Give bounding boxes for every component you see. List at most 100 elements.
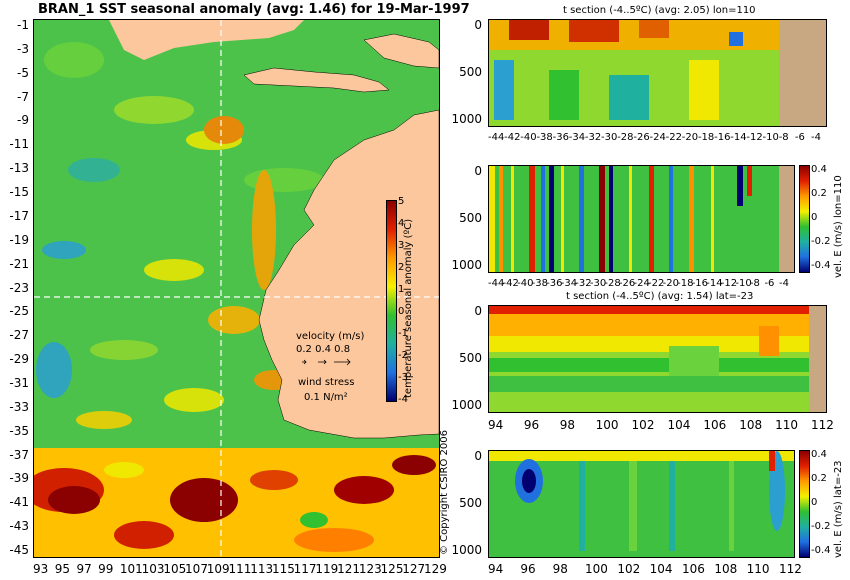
map-y-tick-label: -1 bbox=[17, 18, 29, 32]
section-y-tick-label: 1000 bbox=[451, 258, 482, 272]
sst-colorbar-tick-label: 3 bbox=[398, 240, 405, 251]
section-x-tick-label: -36 bbox=[546, 278, 563, 289]
map-y-tick-label: -9 bbox=[17, 113, 29, 128]
section-x-tick-label: 112 bbox=[811, 418, 834, 432]
map-x-tick-label: 103 bbox=[141, 562, 165, 576]
section-x-tick-label: -10 bbox=[762, 132, 779, 143]
section-y-tick-label: 500 bbox=[459, 65, 482, 79]
main-title: BRAN_1 SST seasonal anomaly (avg: 1.46) … bbox=[38, 2, 470, 17]
sst-colorbar-tick-label: 2 bbox=[398, 262, 405, 273]
section-x-tick-label: -6 bbox=[794, 132, 805, 143]
sst-colorbar-tick-label: 1 bbox=[398, 284, 405, 295]
velocity-legend-label: velocity (m/s) bbox=[296, 331, 365, 342]
section-y-tick-label: 0 bbox=[474, 164, 482, 178]
vel-colorbar-tick-label: -0.2 bbox=[811, 521, 831, 532]
section-x-tick-label: -32 bbox=[584, 132, 602, 143]
map-y-tick-label: -27 bbox=[9, 328, 29, 343]
section-x-tick-label: 102 bbox=[617, 562, 641, 576]
vel-section-lat-x-axis: 94 96 98 100 102 104 106 108 110 112 bbox=[488, 562, 802, 577]
section-x-tick-label: -28 bbox=[604, 278, 621, 289]
section-x-tick-label: -34 bbox=[560, 278, 578, 289]
vel-section-lon-plot[interactable] bbox=[488, 165, 795, 273]
map-canvas bbox=[34, 20, 439, 557]
section-x-tick-label: 100 bbox=[595, 418, 619, 432]
section-y-tick-label: 500 bbox=[459, 496, 482, 510]
map-y-tick-label: -17 bbox=[9, 208, 29, 223]
sst-anomaly-map[interactable]: 5 4 3 2 1 0 -1 -2 -3 -4 temperature seasonal anom… bbox=[33, 19, 440, 558]
section-x-tick-label: -10 bbox=[735, 278, 752, 289]
map-y-tick-label: -29 bbox=[9, 352, 29, 367]
map-y-tick-label: -15 bbox=[9, 185, 29, 200]
vel-section-lon-y-axis: 0 500 1000 bbox=[440, 165, 484, 271]
section-x-tick-label: -8 bbox=[749, 278, 760, 289]
t-section-lon-plot[interactable] bbox=[488, 19, 827, 127]
section-x-tick-label: -8 bbox=[778, 132, 789, 143]
vel-colorbar-tick-label: -0.4 bbox=[811, 545, 831, 556]
t-section-lon-x-axis: -44 -42 -40 -38 -36 -34 -32 -30 -28 -26 -24 -22 -20-… bbox=[488, 133, 825, 147]
section-x-tick-label: 98 bbox=[552, 562, 568, 576]
map-y-tick-label: -21 bbox=[9, 256, 29, 271]
section-x-tick-label: -16 bbox=[691, 278, 709, 289]
section-x-tick-label: -38 bbox=[536, 132, 553, 143]
sst-colorbar-ticks: 5 4 3 2 1 0 -1 -2 -3 -4 bbox=[398, 197, 412, 407]
section-x-tick-label: 108 bbox=[739, 418, 763, 432]
map-y-tick-label: -33 bbox=[9, 399, 29, 414]
section-x-tick-label: -44 bbox=[488, 132, 505, 143]
section-x-tick-label: -26 bbox=[618, 278, 636, 289]
section-x-tick-label: -40 bbox=[517, 278, 534, 289]
sst-colorbar-tick-label: 4 bbox=[398, 218, 405, 229]
section-x-tick-label: -42 bbox=[504, 132, 521, 143]
map-y-tick-label: -7 bbox=[17, 89, 29, 104]
section-x-tick-label: -24 bbox=[649, 132, 666, 143]
map-y-tick-label: -25 bbox=[9, 304, 29, 319]
map-x-tick-label: 123 bbox=[358, 562, 382, 576]
vel-lon-colorbar-ticks: 0.4 0.2 0 -0.2 -0.4 bbox=[811, 165, 835, 273]
section-x-tick-label: -20 bbox=[662, 278, 679, 289]
section-x-tick-label: 106 bbox=[703, 418, 727, 432]
section-x-tick-label: 106 bbox=[682, 562, 705, 576]
section-x-tick-label: -6 bbox=[764, 278, 775, 289]
map-y-tick-label: -23 bbox=[9, 280, 29, 295]
section-x-tick-label: -40 bbox=[520, 132, 537, 143]
vel-section-lat-canvas bbox=[489, 451, 794, 557]
map-x-tick-label: 127 bbox=[402, 562, 426, 576]
t-section-lon-title: t section (-4..5ºC) (avg: 2.05) lon=110 bbox=[563, 5, 756, 16]
vel-section-lat-plot[interactable] bbox=[488, 450, 795, 558]
section-y-tick-label: 1000 bbox=[451, 398, 482, 412]
map-y-tick-label: -11 bbox=[9, 137, 29, 152]
map-y-tick-label: -39 bbox=[9, 471, 29, 486]
map-x-axis: 93 95 97 99 101 103 105 107 109 111 113 115 117 119 12… bbox=[33, 562, 447, 579]
velocity-legend-values: 0.2 0.4 0.8 bbox=[296, 344, 351, 355]
t-section-lat-plot[interactable] bbox=[488, 305, 827, 413]
section-x-tick-label: -18 bbox=[697, 132, 715, 143]
section-x-tick-label: -12 bbox=[720, 278, 738, 289]
section-x-tick-label: 96 bbox=[523, 418, 540, 432]
map-y-tick-label: -43 bbox=[9, 519, 29, 534]
section-x-tick-label: 110 bbox=[775, 418, 799, 432]
map-x-tick-label: 117 bbox=[293, 562, 317, 576]
t-section-lon-y-axis: 0 500 1000 bbox=[440, 19, 484, 125]
vel-lat-colorbar-label: vel. E (m/s) lat=-23 bbox=[833, 460, 844, 558]
section-x-tick-label: 98 bbox=[559, 418, 576, 432]
t-section-lat-x-axis: 94 96 98 100 102 104 106 108 110 112 bbox=[488, 418, 834, 433]
vel-colorbar-tick-label: 0.4 bbox=[811, 449, 827, 460]
map-y-tick-label: -37 bbox=[9, 447, 29, 462]
vel-lon-colorbar-label: vel. E (m/s) lon=110 bbox=[833, 175, 844, 278]
map-y-axis: -1 -3 -5 -7 -9 -11 -13 -15 -17 -19 -21 -23 -25 -27 -29… bbox=[0, 19, 31, 556]
vel-colorbar-tick-label: 0 bbox=[811, 497, 818, 508]
section-y-tick-label: 1000 bbox=[451, 543, 482, 557]
vel-lon-colorbar bbox=[799, 165, 810, 273]
vel-colorbar-tick-label: 0.2 bbox=[811, 473, 827, 484]
section-y-tick-label: 500 bbox=[459, 211, 482, 225]
t-section-lon-canvas bbox=[489, 20, 826, 126]
section-x-tick-label: -22 bbox=[665, 132, 682, 143]
section-x-tick-label: 104 bbox=[667, 418, 691, 432]
section-x-tick-label: -20 bbox=[681, 132, 699, 143]
map-x-tick-label: 111 bbox=[228, 562, 252, 576]
section-x-tick-label: -28 bbox=[617, 132, 634, 143]
t-section-lat-title: t section (-4..5ºC) (avg: 1.54) lat=-23 bbox=[566, 291, 754, 302]
section-x-tick-label: -18 bbox=[677, 278, 694, 289]
map-y-tick-label: -45 bbox=[9, 543, 29, 557]
map-y-tick-label: -5 bbox=[17, 65, 29, 80]
section-x-tick-label: -38 bbox=[531, 278, 548, 289]
